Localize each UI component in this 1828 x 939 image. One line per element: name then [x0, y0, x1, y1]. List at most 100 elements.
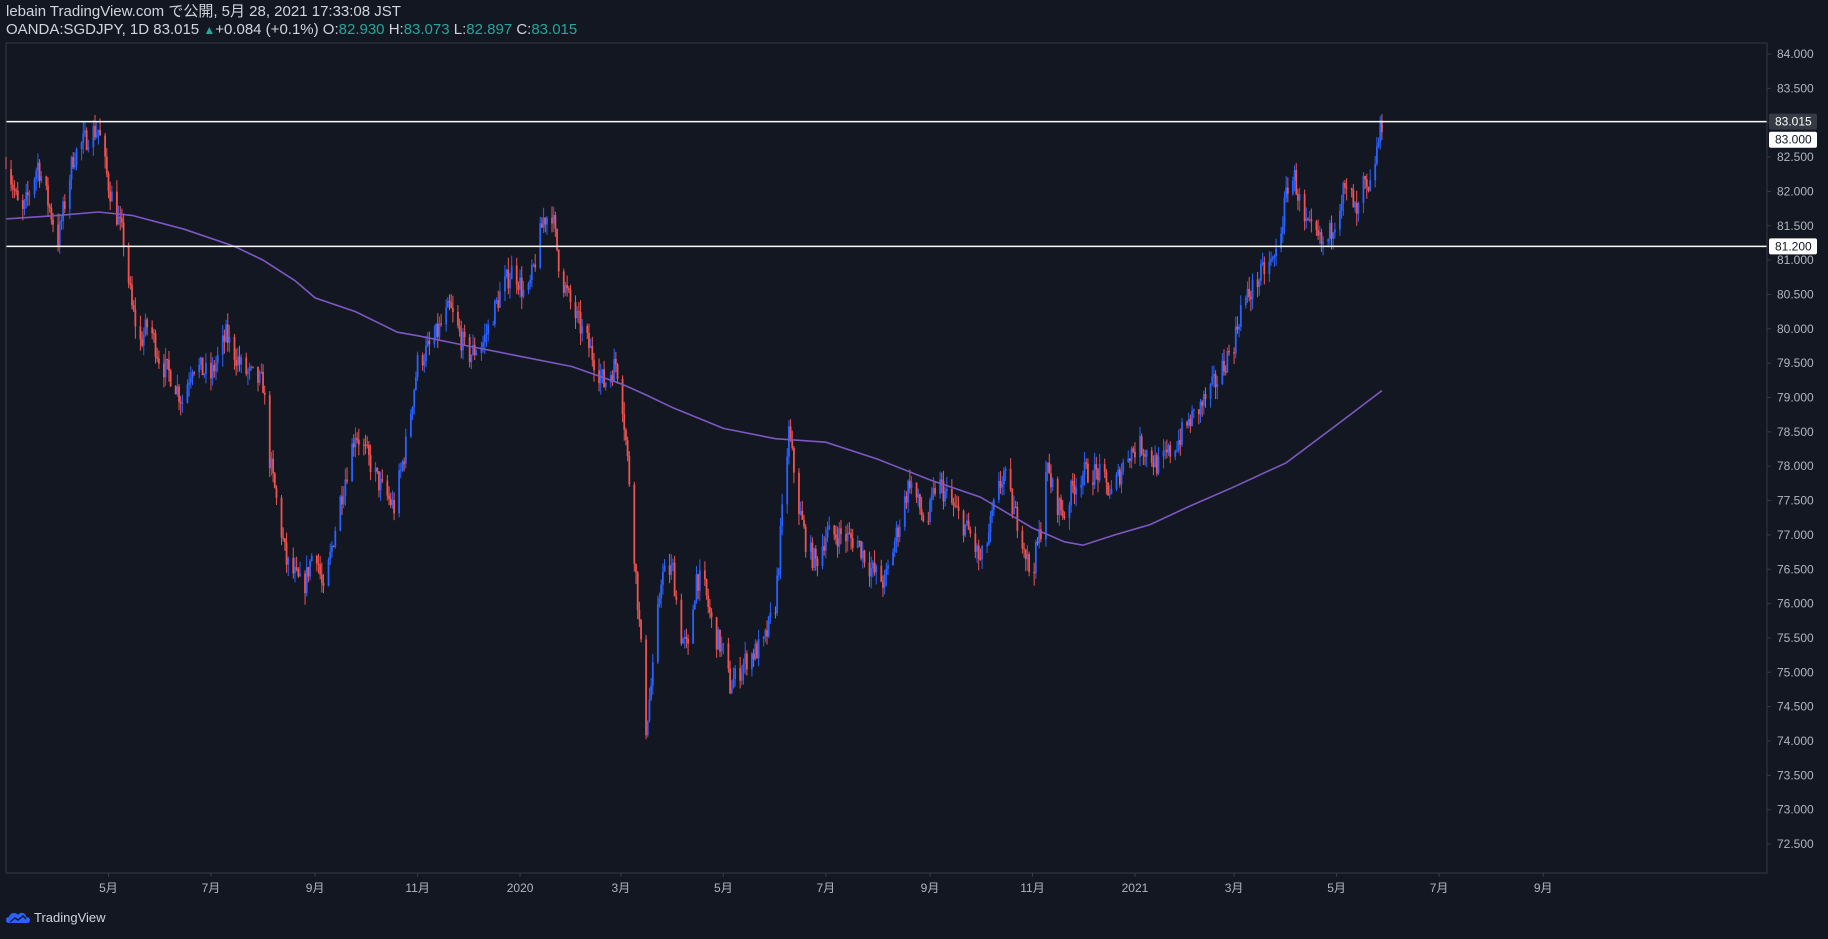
- candle-body: [776, 575, 779, 613]
- candle-body: [1154, 454, 1157, 468]
- candle-body: [446, 300, 449, 308]
- candle-body: [882, 581, 884, 588]
- candle-body: [529, 280, 532, 284]
- candle-body: [569, 289, 572, 303]
- x-tick-label: 2021: [1122, 881, 1149, 895]
- candle-body: [920, 508, 923, 515]
- x-tick-label: 7月: [1430, 881, 1449, 895]
- candle-body: [517, 284, 520, 290]
- y-tick-label: 73.500: [1777, 768, 1814, 782]
- candle-body: [105, 156, 108, 174]
- candle-body: [722, 643, 725, 645]
- candle-body: [342, 495, 345, 505]
- candle-body: [176, 386, 179, 395]
- candle-body: [1330, 223, 1333, 239]
- candle-body: [787, 426, 790, 457]
- candle-body: [542, 217, 545, 228]
- candle-body: [287, 557, 290, 565]
- candle-body: [233, 336, 236, 360]
- candle-body: [1202, 394, 1205, 406]
- low-value: 82.897: [466, 21, 513, 38]
- candle-body: [1332, 232, 1335, 239]
- candle-body: [1238, 326, 1241, 330]
- candle-body: [999, 480, 1002, 488]
- candle-body: [37, 162, 39, 172]
- candle-body: [238, 356, 241, 365]
- candle-body: [1281, 226, 1284, 234]
- candle-body: [403, 461, 406, 464]
- tradingview-footer[interactable]: TradingView: [6, 910, 106, 925]
- candle-body: [942, 481, 945, 502]
- candle-body: [883, 574, 886, 588]
- candle-body: [927, 521, 930, 523]
- candle-body: [1377, 142, 1380, 147]
- candle-body: [483, 334, 486, 343]
- candle-body: [1374, 163, 1377, 181]
- price-label: 83.015: [1775, 115, 1812, 129]
- candle-body: [354, 437, 357, 448]
- candle-body: [685, 636, 688, 639]
- x-tick-label: 11月: [405, 881, 429, 895]
- y-tick-label: 72.500: [1777, 837, 1814, 851]
- candle-body: [519, 277, 521, 290]
- tradingview-brand: TradingView: [34, 910, 106, 925]
- candle-body: [509, 279, 511, 289]
- candle-body: [552, 215, 555, 224]
- candle-body: [1003, 470, 1005, 485]
- candle-body: [793, 447, 795, 473]
- candle-body: [1129, 458, 1131, 461]
- candle-body: [487, 324, 490, 334]
- candle-body: [450, 302, 453, 308]
- candle-body: [344, 479, 347, 496]
- candle-body: [115, 191, 118, 225]
- candle-body: [903, 496, 906, 527]
- candle-body: [546, 217, 548, 225]
- candle-body: [211, 365, 214, 379]
- candle-body: [709, 606, 711, 613]
- change-value: +0.084 (+0.1%): [215, 21, 319, 38]
- candle-body: [635, 563, 637, 573]
- candle-body: [1236, 326, 1239, 330]
- candle-body: [856, 541, 859, 548]
- candle-body: [609, 375, 612, 383]
- candle-body: [910, 482, 913, 489]
- candle-body: [315, 555, 318, 564]
- candle-body: [557, 249, 560, 272]
- candle-body: [87, 147, 90, 150]
- candle-body: [1174, 450, 1177, 457]
- candle-body: [1228, 351, 1230, 353]
- candle-body: [781, 504, 784, 527]
- candle-body: [1327, 239, 1330, 242]
- candle-body: [280, 497, 283, 538]
- candle-body: [1293, 169, 1296, 181]
- candle-body: [672, 562, 674, 565]
- candle-body: [482, 342, 485, 348]
- candle-body: [272, 458, 275, 474]
- candle-body: [1303, 194, 1306, 222]
- candle-body: [1103, 464, 1106, 473]
- time-axis[interactable]: 5月 7月 9月 11月 2020 3月 5月 7月 9月 11月 2021 3月 5月 7月 9月: [99, 873, 1553, 895]
- candle-body: [493, 300, 496, 325]
- candle-body: [258, 371, 261, 383]
- candle-body: [720, 644, 723, 652]
- candle-body: [932, 487, 935, 495]
- candle-body: [1028, 553, 1031, 572]
- moving-average-line: [5, 211, 1383, 547]
- candle-body: [934, 487, 936, 494]
- candle-body: [470, 354, 473, 363]
- candle-body: [638, 610, 641, 620]
- candle-body: [551, 217, 553, 224]
- price-axis[interactable]: 84.000 83.500 83.000 82.500 82.000 81.500 81.0…: [1767, 47, 1814, 851]
- candle-body: [656, 604, 659, 663]
- candle-body: [1258, 280, 1261, 287]
- price-label-box: [1769, 238, 1817, 255]
- price-label-box: [1769, 113, 1817, 130]
- candle-body: [823, 546, 826, 551]
- candle-body: [505, 269, 508, 277]
- candle-body: [58, 221, 61, 246]
- candle-body: [166, 359, 169, 361]
- candle-body: [404, 436, 407, 464]
- candle-body: [636, 572, 639, 611]
- candle-body: [472, 344, 474, 355]
